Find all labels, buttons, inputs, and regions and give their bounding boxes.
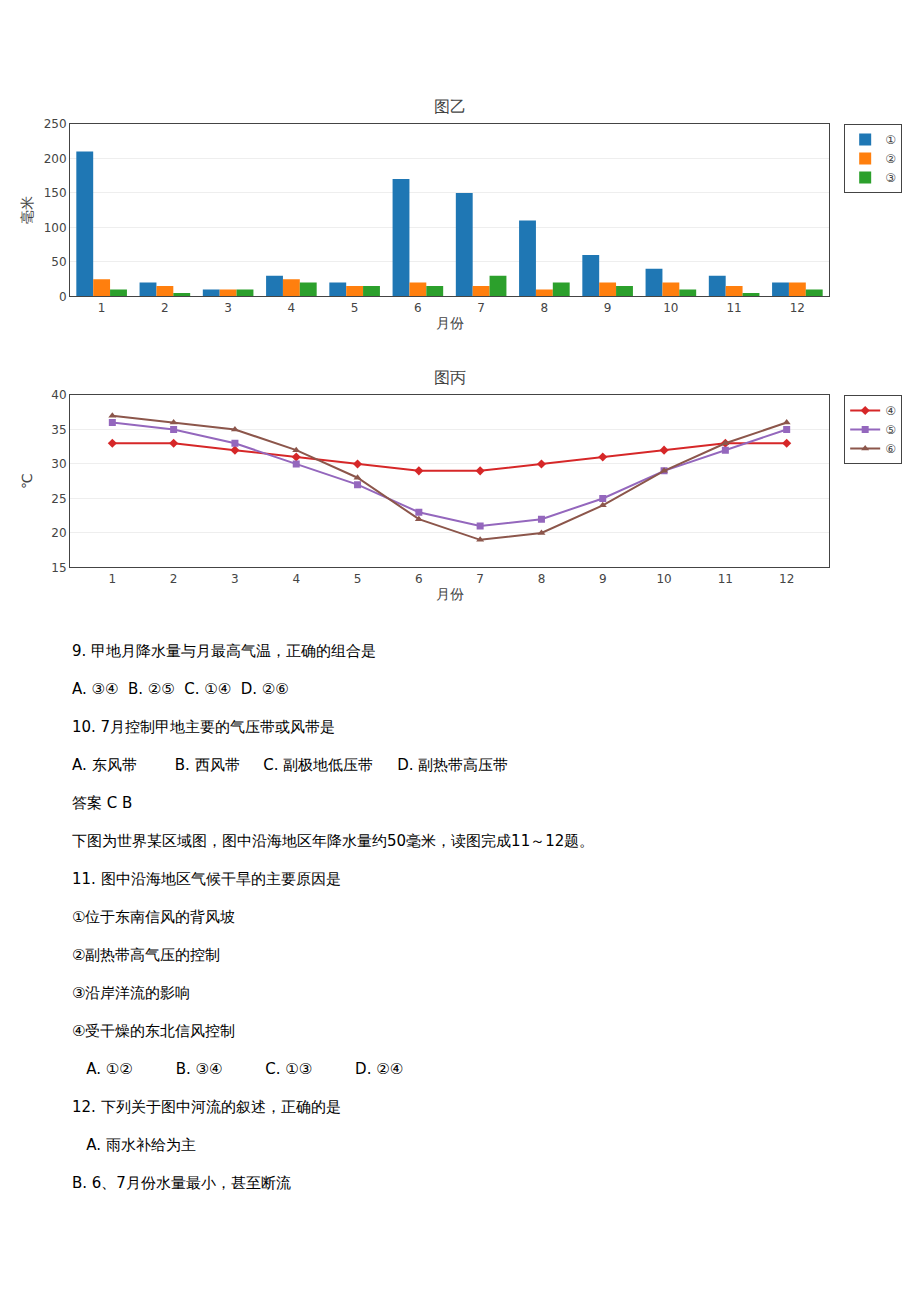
svg-text:7: 7: [477, 301, 485, 315]
svg-text:7: 7: [476, 572, 484, 586]
svg-text:图乙: 图乙: [434, 97, 466, 116]
svg-text:4: 4: [288, 301, 296, 315]
svg-text:A. 雨水补给为主: A. 雨水补给为主: [72, 1136, 196, 1154]
svg-text:25: 25: [51, 492, 66, 506]
svg-text:3: 3: [224, 301, 232, 315]
svg-text:①位于东南信风的背风坡: ①位于东南信风的背风坡: [72, 908, 235, 926]
svg-text:2: 2: [161, 301, 169, 315]
svg-text:150: 150: [44, 186, 67, 200]
svg-text:15: 15: [51, 561, 66, 575]
svg-text:11: 11: [718, 572, 733, 586]
svg-text:℃: ℃: [19, 473, 35, 489]
svg-text:5: 5: [351, 301, 359, 315]
svg-text:月份: 月份: [436, 315, 464, 331]
svg-text:12: 12: [779, 572, 794, 586]
svg-text:②: ②: [885, 152, 896, 166]
svg-text:⑥: ⑥: [885, 442, 896, 456]
svg-text:20: 20: [51, 526, 66, 540]
svg-text:A. ①② B. ③④ C.: A. ①② B. ③④ C. ①③ D. ②④: [72, 1060, 403, 1078]
svg-text:③沿岸洋流的影响: ③沿岸洋流的影响: [72, 984, 190, 1002]
svg-text:②副热带高气压的控制: ②副热带高气压的控制: [72, 946, 220, 964]
svg-text:B. 6、7月份水量最小，甚至断流: B. 6、7月份水量最小，甚至断流: [72, 1174, 291, 1192]
svg-text:8: 8: [538, 572, 546, 586]
svg-text:A. ③④ B. ②⑤ C. ①④ D. ②⑥: A. ③④ B. ②⑤ C. ①④ D. ②⑥: [72, 680, 289, 698]
svg-text:下图为世界某区域图，图中沿海地区年降水量约50毫米，读图完成: 下图为世界某区域图，图中沿海地区年降水量约50毫米，读图完成11～12题。: [72, 832, 594, 850]
svg-text:10: 10: [656, 572, 671, 586]
svg-text:③: ③: [885, 171, 896, 185]
svg-text:⑤: ⑤: [885, 423, 896, 437]
svg-text:月份: 月份: [436, 586, 464, 602]
svg-text:4: 4: [292, 572, 300, 586]
svg-text:10: 10: [663, 301, 678, 315]
svg-text:250: 250: [44, 117, 67, 131]
svg-text:6: 6: [414, 301, 422, 315]
svg-text:3: 3: [231, 572, 239, 586]
svg-text:9: 9: [599, 572, 607, 586]
svg-text:12: 12: [790, 301, 805, 315]
svg-text:1: 1: [98, 301, 106, 315]
svg-text:200: 200: [44, 152, 67, 166]
svg-text:2: 2: [170, 572, 178, 586]
svg-text:11: 11: [726, 301, 741, 315]
svg-text:40: 40: [51, 388, 66, 402]
svg-text:答案 C B: 答案 C B: [72, 794, 132, 812]
svg-text:11. 图中沿海地区气候干旱的主要原因是: 11. 图中沿海地区气候干旱的主要原因是: [72, 870, 341, 888]
svg-text:A. 东风带 B. 西风带 C. 副极: A. 东风带 B. 西风带 C. 副极地低压带 D. 副热带高压带: [72, 756, 508, 774]
svg-text:9. 甲地月降水量与月最高气温，正确的组合是: 9. 甲地月降水量与月最高气温，正确的组合是: [72, 642, 376, 660]
svg-text:图丙: 图丙: [434, 368, 466, 387]
svg-text:④受干燥的东北信风控制: ④受干燥的东北信风控制: [72, 1022, 235, 1040]
svg-text:35: 35: [51, 423, 66, 437]
svg-text:12. 下列关于图中河流的叙述，正确的是: 12. 下列关于图中河流的叙述，正确的是: [72, 1098, 341, 1116]
svg-text:9: 9: [604, 301, 612, 315]
svg-text:8: 8: [541, 301, 549, 315]
svg-text:④: ④: [885, 404, 896, 418]
svg-text:0: 0: [59, 290, 67, 304]
svg-text:30: 30: [51, 457, 66, 471]
svg-text:①: ①: [885, 133, 896, 147]
svg-text:毫米: 毫米: [19, 196, 35, 224]
svg-text:50: 50: [51, 255, 66, 269]
svg-text:10. 7月控制甲地主要的气压带或风带是: 10. 7月控制甲地主要的气压带或风带是: [72, 718, 335, 736]
svg-text:1: 1: [109, 572, 117, 586]
svg-text:6: 6: [415, 572, 423, 586]
svg-text:100: 100: [44, 221, 67, 235]
svg-text:5: 5: [354, 572, 362, 586]
